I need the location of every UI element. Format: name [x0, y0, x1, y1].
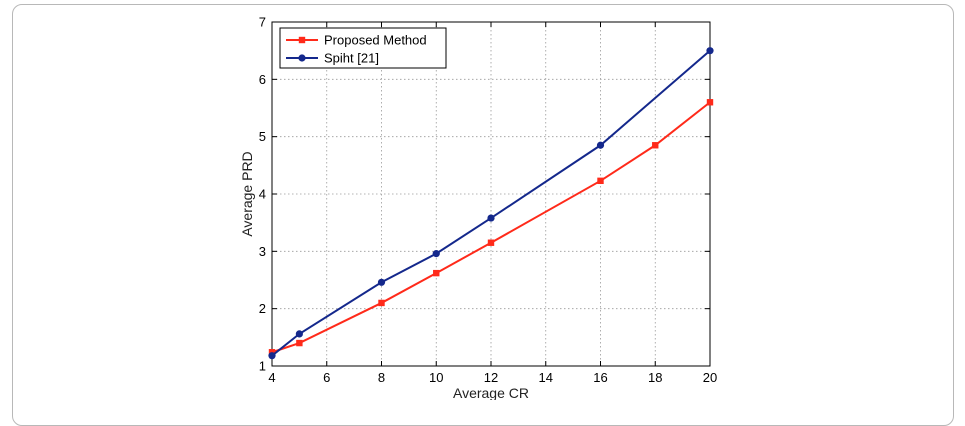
y-tick-label: 3 [259, 244, 266, 259]
series-1-point [597, 177, 604, 185]
x-tick-label: 10 [429, 370, 443, 385]
y-tick-label: 1 [259, 359, 266, 374]
y-tick-label: 4 [259, 187, 266, 202]
series-2-point [432, 250, 440, 258]
series-1-point [487, 239, 495, 246]
series-layer [268, 47, 714, 360]
series-2-point [706, 47, 714, 55]
legend-box [279, 27, 447, 69]
series-2-point [295, 330, 303, 338]
figure-frame [12, 4, 954, 426]
legend-label-2: Spiht [21] [324, 51, 379, 66]
series-1-point [433, 269, 440, 277]
legend-marker-2 [298, 54, 306, 62]
legend-marker-1 [298, 36, 306, 44]
x-tick-label: 4 [268, 370, 275, 385]
series-1-point [296, 339, 303, 347]
y-tick-label: 2 [259, 301, 266, 316]
y-axis-label: Average PRD [239, 151, 255, 236]
x-tick-label: 12 [484, 370, 498, 385]
x-axis-label: Average CR [453, 385, 529, 400]
legend-label-1: Proposed Method [324, 33, 427, 48]
y-tick-label: 7 [259, 15, 266, 30]
series-1-point [706, 99, 714, 106]
series-1-point [652, 142, 659, 149]
x-tick-label: 20 [703, 370, 717, 385]
legend: Proposed Method Spiht [21] [279, 27, 447, 69]
series-line-1 [271, 101, 711, 354]
x-tick-label: 14 [539, 370, 553, 385]
series-2-point [596, 141, 605, 149]
x-tick-label: 18 [648, 370, 662, 385]
x-tick-label: 16 [593, 370, 607, 385]
series-2-point [377, 278, 386, 286]
x-tick-label: 6 [323, 370, 330, 385]
series-2-point [268, 352, 276, 360]
series-2-point [487, 214, 495, 222]
y-tick-label: 5 [259, 129, 266, 144]
y-tick-label: 6 [259, 72, 266, 87]
grid [272, 22, 710, 366]
series-1-point [378, 299, 385, 307]
x-tick-label: 8 [378, 370, 385, 385]
